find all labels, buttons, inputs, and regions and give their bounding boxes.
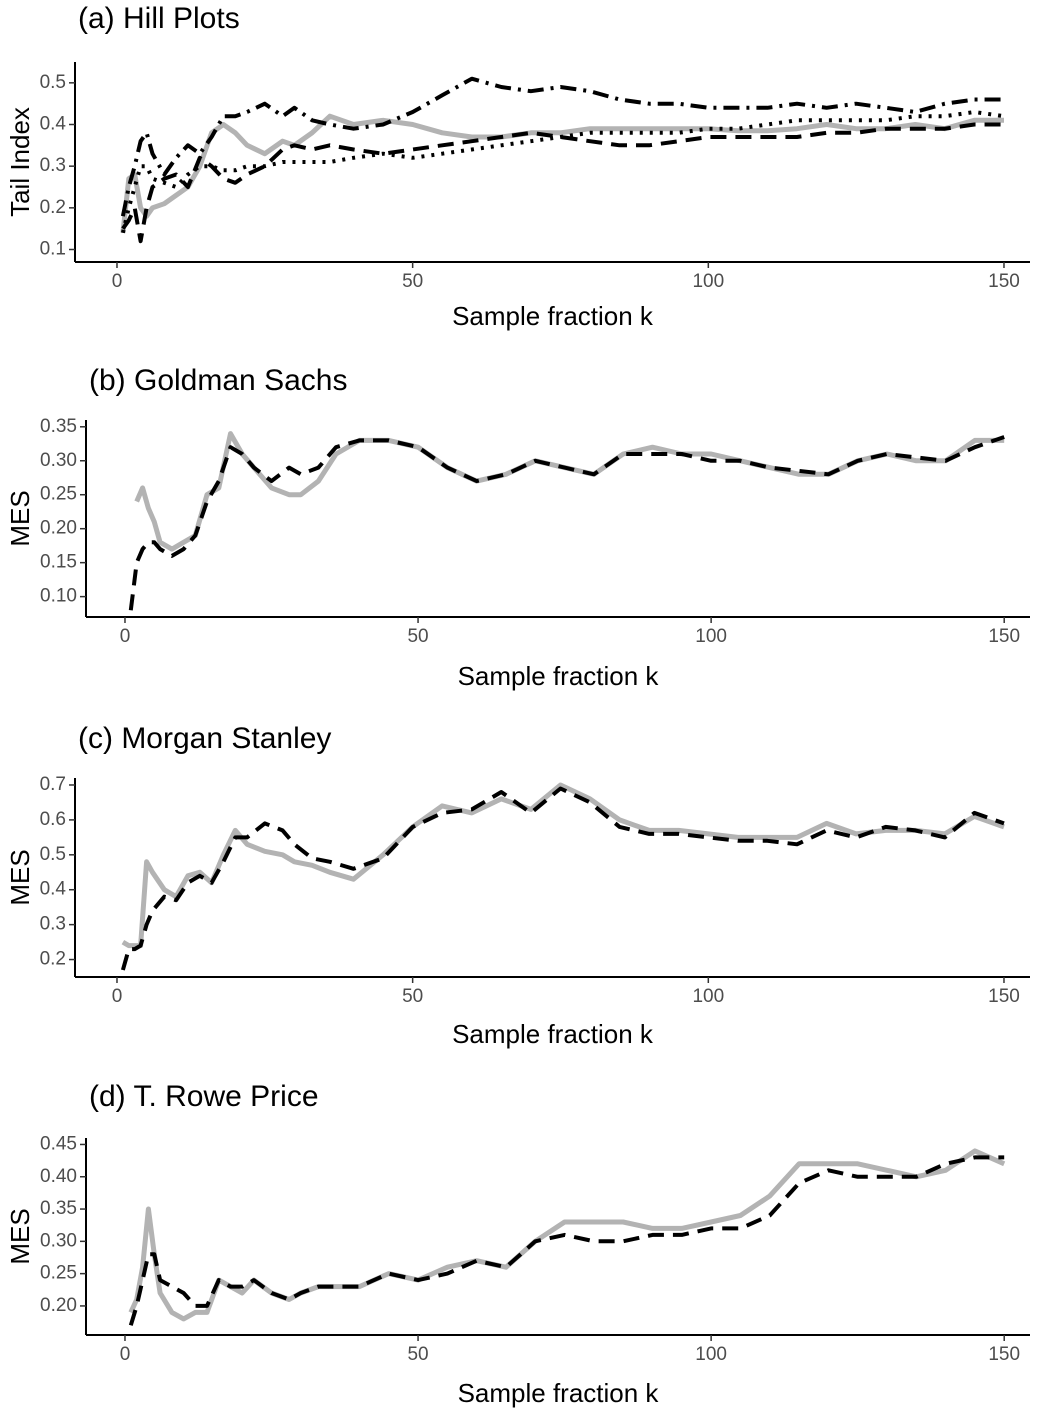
- y-tick-label: 0.2: [40, 949, 66, 970]
- y-tick-label: 0.20: [40, 518, 77, 539]
- y-tick-label: 0.20: [40, 1295, 77, 1316]
- y-tick-label: 0.25: [40, 484, 77, 505]
- y-tick-label: 0.35: [40, 416, 77, 437]
- y-tick-label: 0.5: [40, 72, 66, 93]
- y-tick-label: 0.10: [40, 586, 77, 607]
- y-tick-label: 0.7: [40, 774, 66, 795]
- series-line: [120, 786, 1005, 971]
- y-tick-label: 0.2: [40, 197, 66, 218]
- x-axis-label: Sample fraction k: [458, 1378, 660, 1408]
- y-tick-label: 0.4: [40, 114, 67, 135]
- x-axis-label: Sample fraction k: [452, 301, 654, 331]
- x-tick-label: 100: [692, 986, 724, 1007]
- series-line: [128, 1155, 1005, 1326]
- panel-title: (a) Hill Plots: [78, 2, 240, 35]
- y-tick-label: 0.45: [40, 1133, 77, 1154]
- series-line: [128, 1148, 1006, 1322]
- series-line: [120, 113, 1004, 234]
- x-tick-label: 0: [120, 626, 131, 647]
- x-axis-label: Sample fraction k: [452, 1019, 654, 1049]
- x-tick-label: 50: [407, 626, 428, 647]
- x-tick-label: 0: [112, 986, 123, 1007]
- panel-title: (c) Morgan Stanley: [78, 722, 331, 755]
- y-tick-label: 0.25: [40, 1263, 77, 1284]
- x-tick-label: 0: [112, 271, 123, 292]
- x-tick-label: 50: [402, 271, 423, 292]
- series-line: [121, 122, 1004, 244]
- panel-title: (b) Goldman Sachs: [89, 364, 347, 397]
- y-tick-label: 0.40: [40, 1166, 77, 1187]
- y-tick-label: 0.6: [40, 809, 66, 830]
- series-line: [120, 76, 1004, 217]
- x-tick-label: 50: [407, 1344, 428, 1365]
- y-tick-label: 0.1: [40, 239, 66, 260]
- y-tick-label: 0.30: [40, 1230, 77, 1251]
- series-line: [121, 782, 1005, 949]
- y-tick-label: 0.5: [40, 844, 66, 865]
- x-tick-label: 100: [692, 271, 724, 292]
- x-axis-label: Sample fraction k: [458, 661, 660, 691]
- x-tick-label: 0: [120, 1344, 131, 1365]
- y-tick-label: 0.4: [40, 879, 67, 900]
- y-axis-label: MES: [5, 490, 35, 546]
- x-tick-label: 150: [988, 271, 1020, 292]
- x-tick-label: 100: [695, 626, 727, 647]
- x-tick-label: 50: [402, 986, 423, 1007]
- y-tick-label: 0.35: [40, 1198, 77, 1219]
- panel-title: (d) T. Rowe Price: [89, 1080, 319, 1113]
- x-tick-label: 150: [988, 626, 1020, 647]
- y-tick-label: 0.3: [40, 914, 66, 935]
- x-tick-label: 150: [988, 1344, 1020, 1365]
- x-tick-label: 100: [695, 1344, 727, 1365]
- y-tick-label: 0.15: [40, 552, 77, 573]
- x-tick-label: 150: [988, 986, 1020, 1007]
- y-tick-label: 0.3: [40, 155, 66, 176]
- series-line: [134, 431, 1005, 552]
- y-axis-label: MES: [5, 849, 35, 905]
- series-line: [120, 110, 1005, 234]
- y-tick-label: 0.30: [40, 450, 77, 471]
- y-axis-label: MES: [5, 1208, 35, 1264]
- series-line: [128, 435, 1005, 611]
- y-axis-label: Tail Index: [5, 107, 35, 217]
